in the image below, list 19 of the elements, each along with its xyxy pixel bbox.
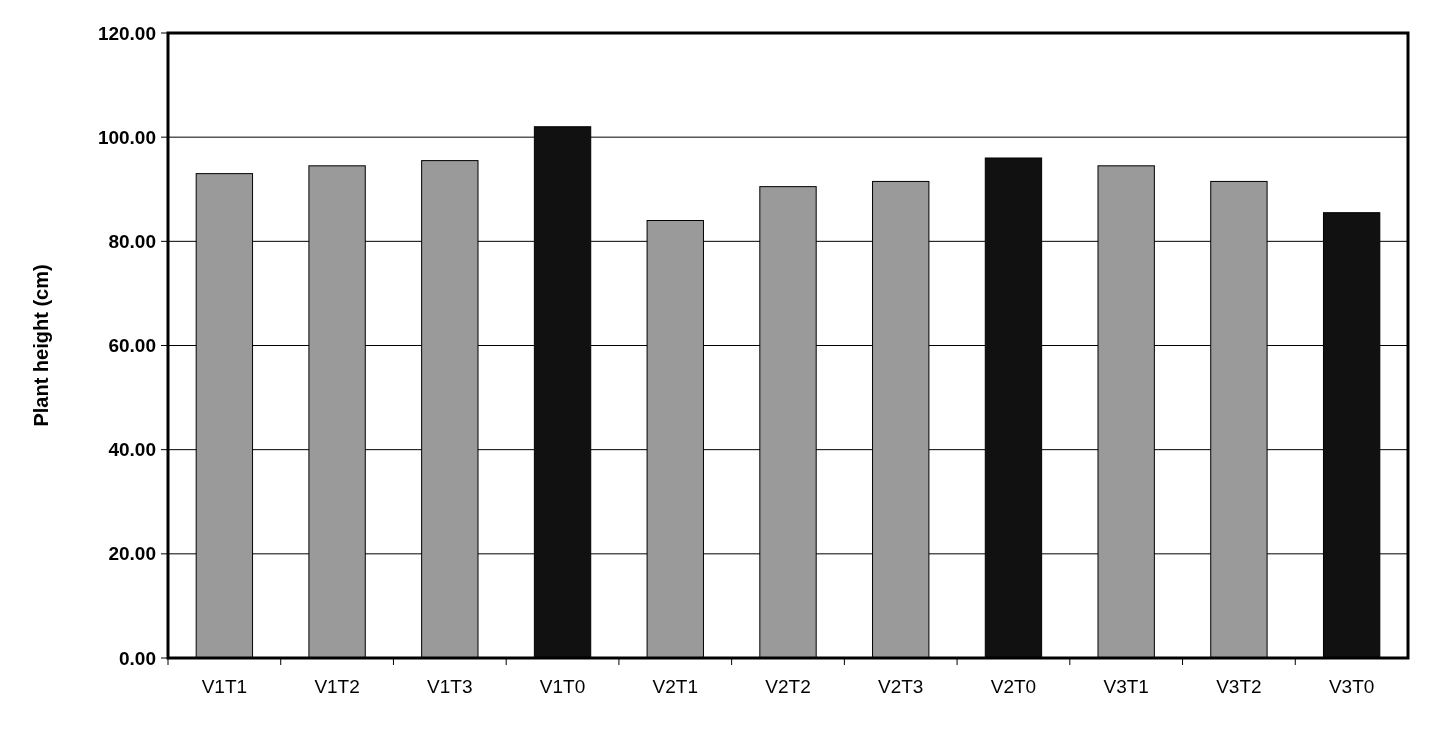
y-tick-label: 20.00 (108, 543, 156, 565)
x-tick-label: V1T3 (427, 676, 473, 697)
x-tick-label: V1T0 (539, 676, 586, 697)
x-tick-label: V3T0 (1328, 676, 1375, 697)
x-tick-label: V2T3 (878, 676, 924, 697)
y-tick-label: 100.00 (97, 126, 156, 148)
y-axis-title: Plant height (cm) (30, 264, 52, 427)
x-tick-label: V1T1 (201, 676, 248, 697)
x-tick-label: V2T2 (765, 676, 811, 697)
y-tick-label: 120.00 (97, 22, 156, 44)
y-tick-label: 0.00 (119, 647, 156, 669)
x-tick-label: V3T2 (1216, 676, 1262, 697)
x-tick-label: V2T0 (990, 676, 1037, 697)
y-tick-label: 60.00 (108, 335, 156, 357)
y-tick-label: 40.00 (108, 439, 156, 461)
x-tick-label: V1T2 (314, 676, 360, 697)
x-tick-label: V2T1 (652, 676, 698, 697)
x-tick-label: V3T1 (1103, 676, 1149, 697)
y-tick-label: 80.00 (108, 230, 156, 252)
